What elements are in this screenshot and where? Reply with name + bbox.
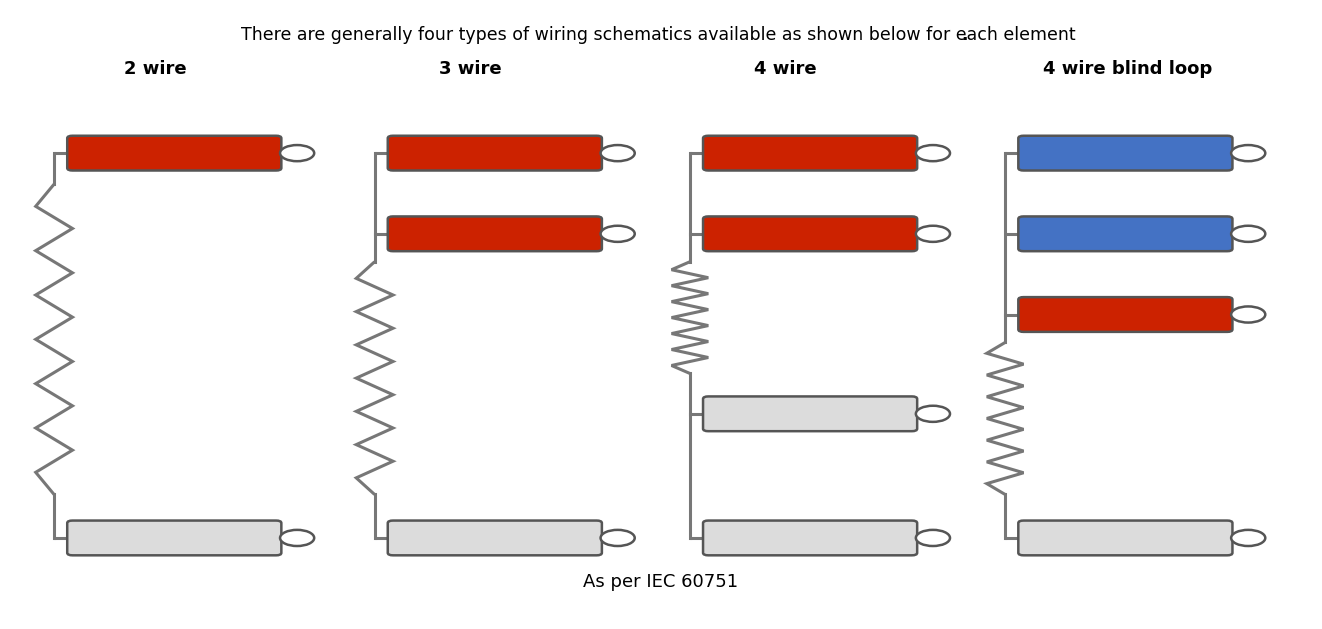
Circle shape xyxy=(280,145,315,161)
FancyBboxPatch shape xyxy=(703,396,917,431)
FancyBboxPatch shape xyxy=(67,521,282,555)
Circle shape xyxy=(1231,145,1265,161)
Text: As per IEC 60751: As per IEC 60751 xyxy=(583,572,739,591)
FancyBboxPatch shape xyxy=(703,136,917,170)
Circle shape xyxy=(916,406,951,422)
Circle shape xyxy=(600,226,635,242)
Text: 4 wire blind loop: 4 wire blind loop xyxy=(1043,60,1212,79)
Circle shape xyxy=(916,530,951,546)
Circle shape xyxy=(1231,530,1265,546)
Text: 3 wire: 3 wire xyxy=(439,60,502,79)
FancyBboxPatch shape xyxy=(703,216,917,251)
Text: There are generally four types of wiring schematics available as shown below for: There are generally four types of wiring… xyxy=(241,26,1076,44)
Circle shape xyxy=(916,145,951,161)
Circle shape xyxy=(1231,306,1265,323)
Text: .: . xyxy=(961,26,968,44)
FancyBboxPatch shape xyxy=(387,521,602,555)
FancyBboxPatch shape xyxy=(1018,521,1232,555)
FancyBboxPatch shape xyxy=(67,136,282,170)
Circle shape xyxy=(1231,226,1265,242)
Text: 4 wire: 4 wire xyxy=(755,60,817,79)
FancyBboxPatch shape xyxy=(703,521,917,555)
FancyBboxPatch shape xyxy=(387,136,602,170)
FancyBboxPatch shape xyxy=(1018,216,1232,251)
Circle shape xyxy=(916,226,951,242)
Text: 2 wire: 2 wire xyxy=(124,60,186,79)
Circle shape xyxy=(600,145,635,161)
FancyBboxPatch shape xyxy=(1018,297,1232,332)
FancyBboxPatch shape xyxy=(387,216,602,251)
FancyBboxPatch shape xyxy=(1018,136,1232,170)
Circle shape xyxy=(600,530,635,546)
Circle shape xyxy=(280,530,315,546)
